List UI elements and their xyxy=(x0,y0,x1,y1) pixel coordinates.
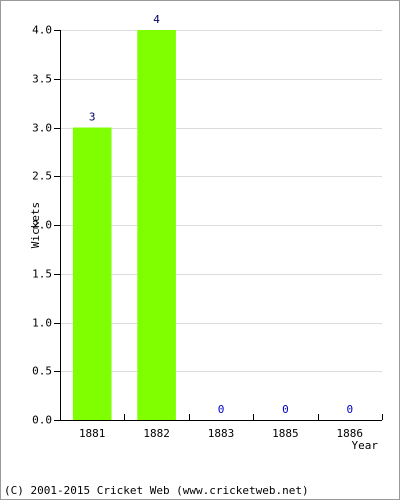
y-tick-label: 2.0 xyxy=(32,219,52,232)
data-label: 0 xyxy=(282,403,289,416)
data-label: 0 xyxy=(218,403,225,416)
y-tick-label: 3.0 xyxy=(32,122,52,135)
y-tick-label: 0.5 xyxy=(32,365,52,378)
y-axis-label: Wickets xyxy=(29,202,42,248)
x-tick-label: 1886 xyxy=(337,427,364,440)
data-label: 4 xyxy=(153,13,160,26)
x-tick-label: 1885 xyxy=(272,427,299,440)
y-tick-label: 1.5 xyxy=(32,268,52,281)
footer: (C) 2001-2015 Cricket Web (www.cricketwe… xyxy=(4,484,309,497)
x-tick-label: 1881 xyxy=(79,427,106,440)
data-label: 3 xyxy=(89,111,96,124)
x-axis-label: Year xyxy=(352,439,379,452)
y-tick-label: 0.0 xyxy=(32,414,52,427)
y-tick-label: 2.5 xyxy=(32,170,52,183)
bar xyxy=(72,127,112,420)
x-tick-label: 1882 xyxy=(143,427,170,440)
bar xyxy=(137,30,176,420)
y-tick-label: 1.0 xyxy=(32,317,52,330)
y-tick-label: 3.5 xyxy=(32,73,52,86)
y-tick-label: 4.0 xyxy=(32,24,52,37)
x-tick-label: 1883 xyxy=(208,427,235,440)
data-label: 0 xyxy=(346,403,353,416)
